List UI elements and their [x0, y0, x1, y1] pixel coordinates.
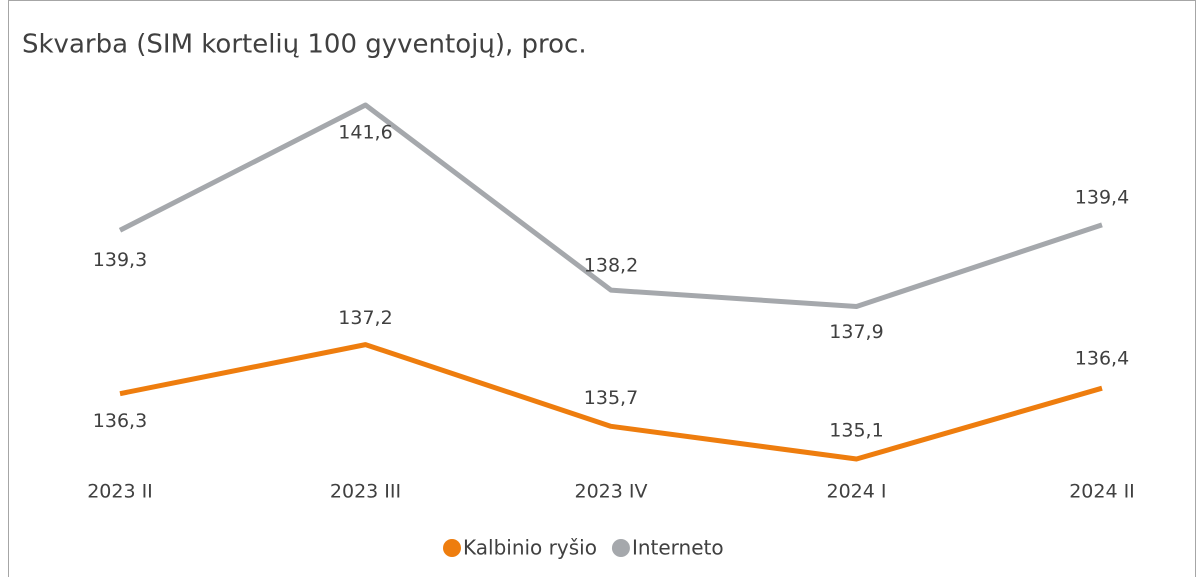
- x-tick-label: 2023 III: [330, 481, 401, 503]
- legend-label: Kalbinio ryšio: [463, 536, 597, 560]
- x-tick-label: 2023 II: [87, 481, 153, 503]
- x-tick-label: 2024 II: [1069, 481, 1135, 503]
- data-label: 139,3: [93, 249, 147, 271]
- legend-swatch: [611, 539, 630, 557]
- series-line: [118, 102, 1103, 310]
- data-label: 136,4: [1075, 348, 1129, 370]
- legend-label: Interneto: [632, 536, 724, 560]
- x-tick-label: 2024 I: [827, 481, 887, 503]
- data-label: 137,9: [829, 321, 883, 343]
- series-line: [119, 342, 1103, 462]
- chart-frame: [8, 0, 1196, 577]
- data-label: 141,6: [338, 122, 392, 144]
- legend-swatch: [443, 539, 461, 557]
- chart-title: Skvarba (SIM kortelių 100 gyventojų), pr…: [22, 30, 587, 60]
- x-tick-label: 2023 IV: [575, 481, 648, 503]
- data-label: 139,4: [1075, 186, 1129, 208]
- data-label: 137,2: [338, 307, 392, 329]
- data-label: 135,7: [584, 387, 638, 409]
- data-label: 138,2: [584, 255, 638, 277]
- data-label: 136,3: [93, 410, 147, 432]
- data-label: 135,1: [829, 420, 883, 442]
